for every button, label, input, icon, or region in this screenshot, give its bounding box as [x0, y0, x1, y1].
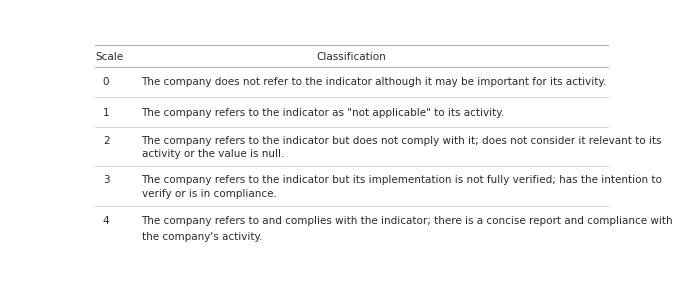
Text: The company refers to and complies with the indicator; there is a concise report: The company refers to and complies with … — [141, 217, 673, 226]
Text: 0: 0 — [103, 77, 109, 87]
Text: The company refers to the indicator as "not applicable" to its activity.: The company refers to the indicator as "… — [141, 108, 505, 118]
Text: 4: 4 — [103, 217, 110, 226]
Text: Classification: Classification — [317, 52, 386, 62]
Text: The company refers to the indicator but does not comply with it; does not consid: The company refers to the indicator but … — [141, 135, 662, 145]
Text: 3: 3 — [103, 175, 110, 185]
Text: verify or is in compliance.: verify or is in compliance. — [141, 189, 276, 199]
Text: 1: 1 — [103, 108, 110, 118]
Text: The company refers to the indicator but its implementation is not fully verified: The company refers to the indicator but … — [141, 175, 663, 185]
Text: Scale: Scale — [96, 52, 124, 62]
Text: 2: 2 — [103, 135, 110, 145]
Text: the company's activity.: the company's activity. — [141, 232, 262, 242]
Text: The company does not refer to the indicator although it may be important for its: The company does not refer to the indica… — [141, 77, 607, 87]
Text: activity or the value is null.: activity or the value is null. — [141, 149, 284, 160]
